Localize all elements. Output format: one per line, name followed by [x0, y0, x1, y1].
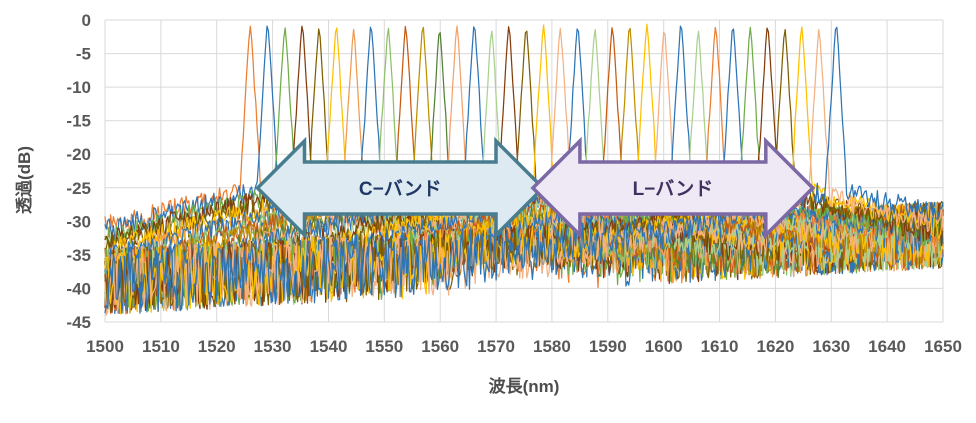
l-band-label: L−バンド [633, 178, 714, 200]
y-tick-label: -45 [66, 313, 91, 332]
x-tick-label: 1650 [924, 337, 962, 356]
x-tick-label: 1620 [756, 337, 794, 356]
x-tick-label: 1510 [142, 337, 180, 356]
x-tick-label: 1520 [198, 337, 236, 356]
x-tick-label: 1500 [86, 337, 124, 356]
y-tick-label: -25 [66, 179, 91, 198]
x-tick-label: 1560 [421, 337, 459, 356]
tick-labels: 1500 1510 1520 1530 1540 1550 1560 1570 1580 1590… [66, 11, 961, 356]
x-tick-label: 1540 [310, 337, 348, 356]
spectra-series [104, 23, 944, 316]
x-axis-title: 波長(nm) [489, 376, 560, 396]
x-tick-label: 1600 [645, 337, 683, 356]
x-tick-label: 1630 [812, 337, 850, 356]
spectrum-line [104, 26, 944, 314]
y-tick-label: -35 [66, 246, 91, 265]
y-tick-label: -20 [66, 145, 91, 164]
x-tick-label: 1530 [254, 337, 292, 356]
y-tick-label: -5 [76, 45, 91, 64]
x-tick-label: 1580 [533, 337, 571, 356]
c-band-label: C−バンド [359, 178, 442, 200]
double-arrow-shape [530, 136, 816, 240]
y-tick-label: 0 [82, 11, 91, 30]
y-tick-label: -30 [66, 212, 91, 231]
x-tick-label: 1640 [868, 337, 906, 356]
l-band-arrow: L−バンド [530, 136, 816, 240]
y-axis-title: 透過(dB) [14, 146, 34, 214]
y-tick-label: -40 [66, 279, 91, 298]
x-tick-label: 1570 [477, 337, 515, 356]
y-tick-label: -15 [66, 112, 91, 131]
x-tick-label: 1550 [365, 337, 403, 356]
x-tick-label: 1590 [589, 337, 627, 356]
x-tick-label: 1610 [701, 337, 739, 356]
y-tick-label: -10 [66, 78, 91, 97]
